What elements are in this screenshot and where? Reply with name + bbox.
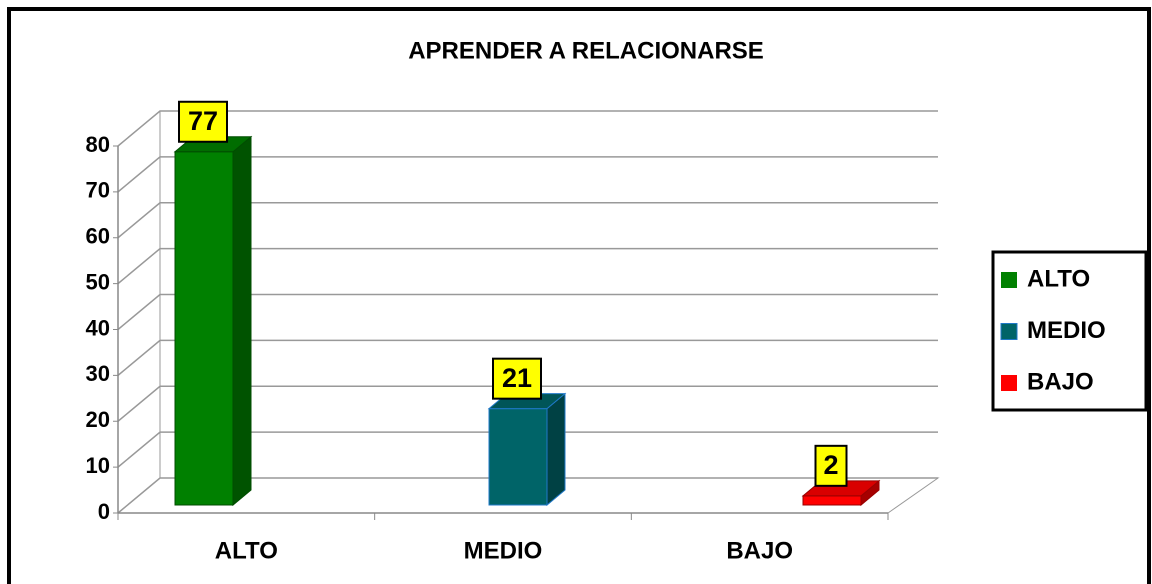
bar-side (232, 135, 252, 507)
data-label: 21 (502, 363, 532, 393)
y-tick-label: 10 (86, 453, 110, 478)
grid-line (117, 156, 938, 193)
legend-label: ALTO (1027, 265, 1090, 292)
y-tick-label: 0 (98, 499, 110, 524)
y-tick-label: 30 (86, 361, 110, 386)
data-label-box (814, 444, 848, 487)
y-tick-label: 50 (86, 269, 110, 294)
grid-line (117, 339, 938, 376)
legend-swatch (1001, 272, 1017, 288)
data-label: 77 (188, 106, 218, 136)
bar-front (488, 408, 548, 506)
grid-line (117, 293, 938, 331)
grid-line (117, 477, 938, 514)
legend-swatch (1001, 375, 1017, 391)
x-tick-label: MEDIO (464, 537, 543, 564)
legend-swatch (1000, 323, 1018, 340)
grid-line (117, 110, 938, 147)
grid-line (117, 385, 938, 422)
legend-label: MEDIO (1027, 317, 1106, 344)
data-label-box (178, 100, 228, 143)
legend (991, 250, 1148, 412)
bar-side (546, 392, 566, 507)
data-label: 2 (823, 450, 838, 480)
y-tick-label: 60 (86, 224, 110, 249)
legend-label: BAJO (1027, 368, 1094, 395)
chart-title: APRENDER A RELACIONARSE (408, 37, 764, 64)
y-tick-label: 40 (86, 315, 110, 340)
grid-line (117, 247, 938, 285)
y-tick-label: 70 (86, 178, 110, 203)
bar-front (174, 151, 234, 506)
x-tick-label: ALTO (215, 537, 278, 564)
x-tick-label: BAJO (726, 537, 793, 564)
y-tick-label: 80 (86, 132, 110, 157)
grid-line (117, 431, 938, 468)
data-label-box (492, 357, 542, 400)
grid-line (117, 202, 938, 239)
bar-front (802, 495, 862, 506)
y-tick-label: 20 (86, 407, 110, 432)
